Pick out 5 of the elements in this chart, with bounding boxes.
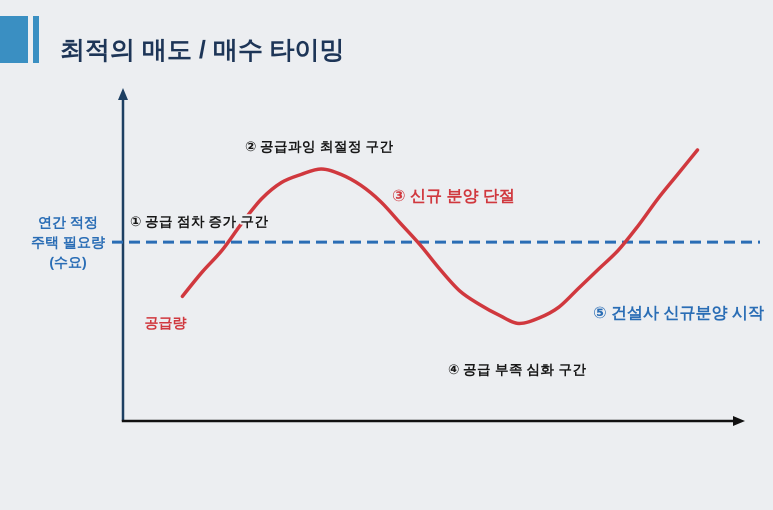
annotation: ④ 공급 부족 심화 구간 [448,362,586,377]
annotation: ③ 신규 분양 단절 [392,188,515,205]
title: 최적의 매도 / 매수 타이밍 [60,36,345,64]
annotation: ② 공급과잉 최절정 구간 [245,139,394,154]
annotation: ⑤ 건설사 신규분양 시작 [593,305,764,322]
